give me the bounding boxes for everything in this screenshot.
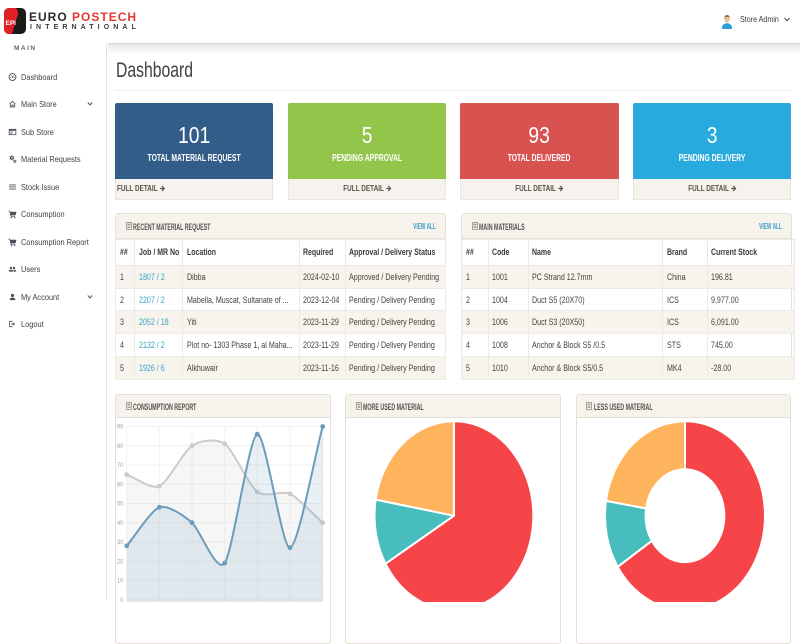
- svg-text:50: 50: [117, 501, 124, 507]
- svg-text:20: 20: [117, 559, 124, 565]
- svg-text:90: 90: [117, 424, 124, 430]
- svg-text:60: 60: [117, 482, 124, 488]
- svg-text:40: 40: [117, 520, 124, 526]
- svg-text:10: 10: [117, 578, 124, 584]
- svg-text:EPI: EPI: [6, 20, 17, 27]
- svg-text:0: 0: [120, 597, 124, 601]
- svg-text:70: 70: [117, 463, 124, 469]
- svg-text:80: 80: [117, 443, 124, 449]
- svg-text:30: 30: [117, 540, 124, 546]
